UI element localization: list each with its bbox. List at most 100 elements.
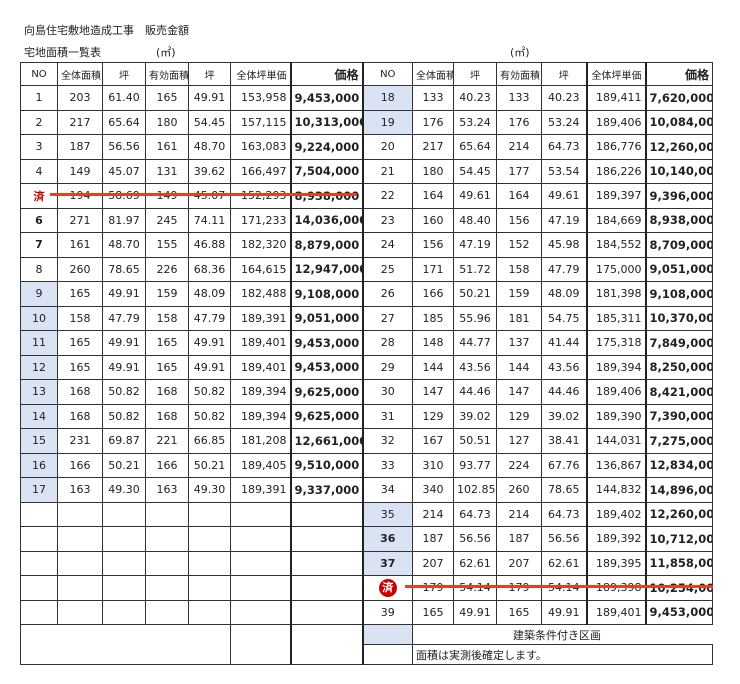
cell bbox=[230, 624, 291, 665]
cell: 155 bbox=[145, 232, 189, 258]
column-header: 坪 bbox=[541, 62, 587, 86]
cell: 36 bbox=[361, 526, 413, 552]
cell bbox=[188, 501, 231, 527]
cell bbox=[57, 550, 103, 576]
table-row: 39 165 49.91 165 49.91 189,401 9,453,000 bbox=[20, 599, 713, 625]
cell: 51.72 bbox=[453, 256, 497, 282]
cell: 93.77 bbox=[453, 452, 497, 478]
cell: 214 bbox=[412, 501, 454, 527]
cell bbox=[188, 599, 231, 625]
cell: 136,867 bbox=[585, 452, 646, 478]
cell: 49.91 bbox=[102, 354, 146, 380]
cell: 74.11 bbox=[188, 207, 231, 233]
sheet: 向島住宅敷地造成工事 販売金額 宅地面積一覧表 (㎡) (㎡) NO 全体面積坪有効面… bbox=[20, 18, 713, 665]
cell: 64.73 bbox=[453, 501, 497, 527]
cell: 165 bbox=[57, 281, 103, 307]
cell: 81.97 bbox=[102, 207, 146, 233]
cell: 186,776 bbox=[585, 134, 646, 160]
cell: 49.91 bbox=[453, 599, 497, 625]
cell: 187 bbox=[57, 134, 103, 160]
cell: 2 bbox=[20, 109, 58, 135]
cell: 49.61 bbox=[453, 183, 497, 209]
cell: 49.91 bbox=[102, 330, 146, 356]
cell bbox=[20, 501, 58, 527]
cell: 39.62 bbox=[188, 158, 231, 184]
table-row: 8 260 78.65 226 68.36 164,615 12,947,000 25 171 5… bbox=[20, 256, 713, 282]
cell: 50.21 bbox=[102, 452, 146, 478]
cell: 49.30 bbox=[102, 477, 146, 503]
cell bbox=[20, 526, 58, 552]
cell: 271 bbox=[57, 207, 103, 233]
cell: 9,453,000 bbox=[289, 330, 363, 356]
cell: 168 bbox=[145, 379, 189, 405]
cell: 161 bbox=[57, 232, 103, 258]
cell: 158 bbox=[57, 305, 103, 331]
cell bbox=[20, 550, 58, 576]
cell: 9,108,000 bbox=[289, 281, 363, 307]
price-table: NO 全体面積坪有効面積坪全体坪単価 価格 NO 全体面積坪有効面積坪全体坪単価 価格 1 2… bbox=[20, 62, 713, 665]
cell: 78.65 bbox=[102, 256, 146, 282]
cell bbox=[145, 599, 189, 625]
cell: 189,392 bbox=[585, 526, 646, 552]
cell: 50.21 bbox=[188, 452, 231, 478]
cell: 14 bbox=[20, 403, 58, 429]
cell: 9,625,000 bbox=[289, 379, 363, 405]
cell: 175,000 bbox=[585, 256, 646, 282]
cell: 9,453,000 bbox=[289, 85, 363, 111]
cell: 49.61 bbox=[541, 183, 587, 209]
cell: 13 bbox=[20, 379, 58, 405]
cell: 129 bbox=[496, 403, 542, 429]
cell: 47.79 bbox=[541, 256, 587, 282]
cell: 260 bbox=[57, 256, 103, 282]
cell: 310 bbox=[412, 452, 454, 478]
cell: 153,958 bbox=[230, 85, 291, 111]
column-header: 全体坪単価 bbox=[585, 62, 646, 86]
cell: 10,254,000 bbox=[644, 575, 713, 601]
cell: 49.91 bbox=[188, 354, 231, 380]
cell: 56.56 bbox=[541, 526, 587, 552]
table-row: 9 165 49.91 159 48.09 182,488 9,108,000 26 166 50… bbox=[20, 281, 713, 307]
cell: 8 bbox=[20, 256, 58, 282]
cell: 189,411 bbox=[585, 85, 646, 111]
cell: 9,051,000 bbox=[289, 305, 363, 331]
cell: 189,390 bbox=[585, 403, 646, 429]
cell: 8,250,000 bbox=[644, 354, 713, 380]
cell: 30 bbox=[361, 379, 413, 405]
cell: 159 bbox=[496, 281, 542, 307]
cell: 189,401 bbox=[230, 330, 291, 356]
cell: 48.09 bbox=[541, 281, 587, 307]
cell: 161 bbox=[145, 134, 189, 160]
cell: 8,709,000 bbox=[644, 232, 713, 258]
cell: 58.69 bbox=[102, 183, 146, 209]
table-row: 3 187 56.56 161 48.70 163,083 9,224,000 20 217 65… bbox=[20, 134, 713, 160]
cell: 137 bbox=[496, 330, 542, 356]
cell: 6 bbox=[20, 207, 58, 233]
table-row: 7 161 48.70 155 46.88 182,320 8,879,000 24 156 47… bbox=[20, 232, 713, 258]
cell: 147 bbox=[496, 379, 542, 405]
cell: 156 bbox=[496, 207, 542, 233]
cell: 164 bbox=[412, 183, 454, 209]
column-header: NO bbox=[20, 62, 58, 86]
cell: 8,879,000 bbox=[289, 232, 363, 258]
cell: 189,398 bbox=[585, 575, 646, 601]
cell: 12,260,000 bbox=[644, 501, 713, 527]
cell: 9,337,000 bbox=[289, 477, 363, 503]
cell bbox=[57, 575, 103, 601]
cell: 186,226 bbox=[585, 158, 646, 184]
cell: 187 bbox=[496, 526, 542, 552]
cell: 166 bbox=[57, 452, 103, 478]
column-header: 価格 bbox=[289, 62, 363, 86]
cell: 148 bbox=[412, 330, 454, 356]
cell: 10 bbox=[20, 305, 58, 331]
sold-mark: 済 bbox=[33, 189, 45, 203]
cell: 187 bbox=[412, 526, 454, 552]
header-row: 向島住宅敷地造成工事 販売金額 bbox=[20, 18, 712, 40]
cell: 17 bbox=[20, 477, 58, 503]
cell: 53.54 bbox=[541, 158, 587, 184]
cell: 18 bbox=[361, 85, 413, 111]
cell: 35 bbox=[361, 501, 413, 527]
cell: 12,947,000 bbox=[289, 256, 363, 282]
cell: 182,488 bbox=[230, 281, 291, 307]
column-header: 坪 bbox=[188, 62, 231, 86]
